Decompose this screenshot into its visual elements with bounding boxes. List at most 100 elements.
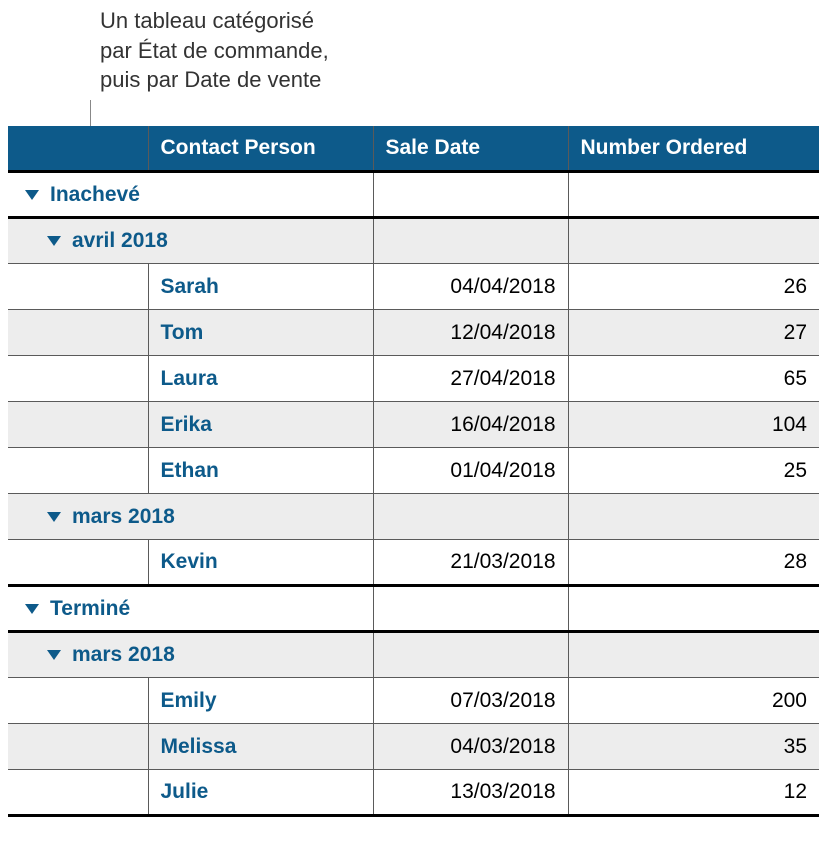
contact-cell[interactable]: Ethan xyxy=(148,448,373,494)
group-num-blank xyxy=(568,586,819,632)
contact-cell[interactable]: Laura xyxy=(148,356,373,402)
contact-cell[interactable]: Melissa xyxy=(148,724,373,770)
sale-date-cell: 13/03/2018 xyxy=(373,770,568,816)
subgroup-num-blank xyxy=(568,494,819,540)
header-number-ordered[interactable]: Number Ordered xyxy=(568,126,819,172)
group-date-blank xyxy=(373,172,568,218)
sale-date-cell: 07/03/2018 xyxy=(373,678,568,724)
row-indent-blank xyxy=(8,770,148,816)
sale-date-value: 04/03/2018 xyxy=(450,735,555,758)
annotation-line2: par État de commande, xyxy=(100,38,329,63)
header-blank xyxy=(8,126,148,172)
sale-date-cell: 16/04/2018 xyxy=(373,402,568,448)
table-header-row: Contact Person Sale Date Number Ordered xyxy=(8,126,819,172)
table-row: Melissa 04/03/2018 35 xyxy=(8,724,819,770)
sale-date-value: 01/04/2018 xyxy=(450,459,555,482)
contact-link[interactable]: Laura xyxy=(161,367,218,390)
sale-date-cell: 21/03/2018 xyxy=(373,540,568,586)
header-contact[interactable]: Contact Person xyxy=(148,126,373,172)
number-ordered-cell: 26 xyxy=(568,264,819,310)
row-indent-blank xyxy=(8,356,148,402)
figure-canvas: Un tableau catégorisé par État de comman… xyxy=(0,0,827,854)
contact-link[interactable]: Erika xyxy=(161,413,212,436)
sale-date-value: 04/04/2018 xyxy=(450,275,555,298)
number-ordered-cell: 27 xyxy=(568,310,819,356)
contact-cell[interactable]: Julie xyxy=(148,770,373,816)
contact-cell[interactable]: Sarah xyxy=(148,264,373,310)
table-row: Emily 07/03/2018 200 xyxy=(8,678,819,724)
subgroup-num-blank xyxy=(568,632,819,678)
sale-date-cell: 04/03/2018 xyxy=(373,724,568,770)
subgroup-label-cell[interactable]: mars 2018 xyxy=(8,632,373,678)
sale-date-cell: 27/04/2018 xyxy=(373,356,568,402)
contact-cell[interactable]: Kevin xyxy=(148,540,373,586)
table-row: Laura 27/04/2018 65 xyxy=(8,356,819,402)
row-indent-blank xyxy=(8,310,148,356)
subgroup-row[interactable]: mars 2018 xyxy=(8,632,819,678)
subgroup-label-cell[interactable]: avril 2018 xyxy=(8,218,373,264)
disclosure-triangle-icon[interactable] xyxy=(24,603,40,615)
group-label: Terminé xyxy=(50,597,130,620)
header-sale-date[interactable]: Sale Date xyxy=(373,126,568,172)
row-indent-blank xyxy=(8,402,148,448)
number-ordered-value: 28 xyxy=(784,550,807,573)
number-ordered-value: 104 xyxy=(772,413,807,436)
subgroup-num-blank xyxy=(568,218,819,264)
sale-date-cell: 12/04/2018 xyxy=(373,310,568,356)
number-ordered-value: 35 xyxy=(784,735,807,758)
contact-link[interactable]: Sarah xyxy=(161,275,219,298)
group-label-cell[interactable]: Terminé xyxy=(8,586,373,632)
table-row: Sarah 04/04/2018 26 xyxy=(8,264,819,310)
contact-link[interactable]: Ethan xyxy=(161,459,219,482)
number-ordered-cell: 65 xyxy=(568,356,819,402)
subgroup-label: mars 2018 xyxy=(72,505,175,528)
contact-link[interactable]: Tom xyxy=(161,321,204,344)
row-indent-blank xyxy=(8,540,148,586)
row-indent-blank xyxy=(8,448,148,494)
sale-date-value: 27/04/2018 xyxy=(450,367,555,390)
contact-link[interactable]: Emily xyxy=(161,689,217,712)
sale-date-cell: 04/04/2018 xyxy=(373,264,568,310)
table-row: Erika 16/04/2018 104 xyxy=(8,402,819,448)
row-indent-blank xyxy=(8,264,148,310)
table-row: Kevin 21/03/2018 28 xyxy=(8,540,819,586)
number-ordered-cell: 28 xyxy=(568,540,819,586)
number-ordered-value: 12 xyxy=(784,780,807,803)
contact-cell[interactable]: Emily xyxy=(148,678,373,724)
number-ordered-value: 200 xyxy=(772,689,807,712)
group-row[interactable]: Inachevé xyxy=(8,172,819,218)
number-ordered-cell: 104 xyxy=(568,402,819,448)
disclosure-triangle-icon[interactable] xyxy=(24,189,40,201)
categorized-table: Contact Person Sale Date Number Ordered … xyxy=(8,126,819,817)
subgroup-date-blank xyxy=(373,218,568,264)
subgroup-row[interactable]: avril 2018 xyxy=(8,218,819,264)
annotation-line1: Un tableau catégorisé xyxy=(100,8,314,33)
disclosure-triangle-icon[interactable] xyxy=(46,649,62,661)
sale-date-cell: 01/04/2018 xyxy=(373,448,568,494)
group-label-cell[interactable]: Inachevé xyxy=(8,172,373,218)
group-row[interactable]: Terminé xyxy=(8,586,819,632)
sale-date-value: 13/03/2018 xyxy=(450,780,555,803)
contact-cell[interactable]: Erika xyxy=(148,402,373,448)
contact-link[interactable]: Melissa xyxy=(161,735,237,758)
group-date-blank xyxy=(373,586,568,632)
sale-date-value: 21/03/2018 xyxy=(450,550,555,573)
table-row: Julie 13/03/2018 12 xyxy=(8,770,819,816)
number-ordered-value: 27 xyxy=(784,321,807,344)
disclosure-triangle-icon[interactable] xyxy=(46,235,62,247)
contact-cell[interactable]: Tom xyxy=(148,310,373,356)
subgroup-label-cell[interactable]: mars 2018 xyxy=(8,494,373,540)
subgroup-row[interactable]: mars 2018 xyxy=(8,494,819,540)
contact-link[interactable]: Kevin xyxy=(161,550,218,573)
disclosure-triangle-icon[interactable] xyxy=(46,511,62,523)
number-ordered-cell: 25 xyxy=(568,448,819,494)
number-ordered-value: 25 xyxy=(784,459,807,482)
number-ordered-value: 65 xyxy=(784,367,807,390)
subgroup-date-blank xyxy=(373,494,568,540)
number-ordered-cell: 200 xyxy=(568,678,819,724)
number-ordered-value: 26 xyxy=(784,275,807,298)
contact-link[interactable]: Julie xyxy=(161,780,209,803)
annotation-text: Un tableau catégorisé par État de comman… xyxy=(100,6,430,95)
sale-date-value: 07/03/2018 xyxy=(450,689,555,712)
subgroup-date-blank xyxy=(373,632,568,678)
